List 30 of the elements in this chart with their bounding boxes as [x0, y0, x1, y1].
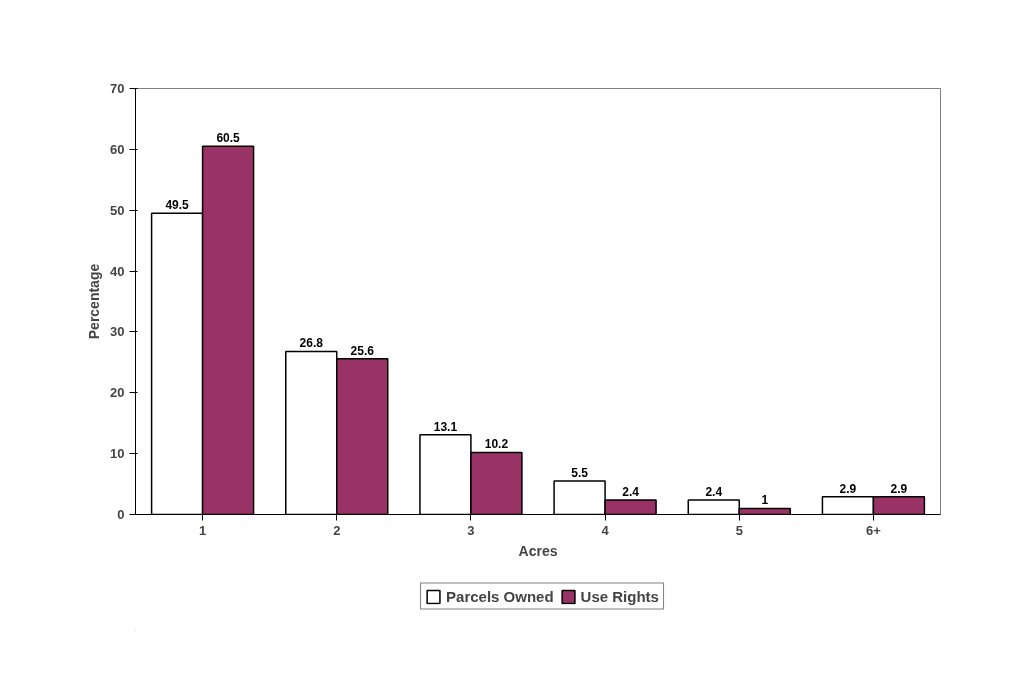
- y-tick-label: 40: [110, 263, 125, 279]
- x-tick-label: 5: [735, 522, 743, 538]
- y-tick-label: 70: [110, 81, 125, 96]
- data-label: 49.5: [165, 198, 190, 213]
- x-tick-label: 3: [467, 522, 475, 538]
- data-label: 1: [761, 493, 769, 508]
- x-tick-label: 4: [601, 522, 610, 538]
- y-tick-label: 30: [110, 324, 125, 340]
- y-tick-label: 10: [110, 446, 125, 462]
- x-axis-title: Acres: [518, 542, 558, 559]
- y-tick-label: 60: [110, 141, 125, 157]
- y-tick-label: 50: [110, 202, 125, 218]
- data-label: 10.2: [484, 437, 509, 452]
- data-label: 2.4: [705, 484, 723, 499]
- data-label: 5.5: [571, 466, 589, 481]
- data-label: 60.5: [216, 131, 241, 146]
- x-tick-label: 1: [198, 522, 207, 538]
- data-label: 2.4: [622, 484, 640, 499]
- data-label: 13.1: [433, 419, 458, 434]
- x-tick-label: 6+: [866, 522, 882, 538]
- legend-label: Parcels Owned: [446, 587, 554, 605]
- y-axis-title: Percentage: [86, 263, 103, 340]
- x-tick-label: 2: [333, 522, 341, 538]
- data-label: 26.8: [299, 336, 324, 351]
- data-label: 25.6: [350, 343, 375, 358]
- legend-label: Use Rights: [580, 587, 659, 605]
- data-label: 2.9: [890, 481, 908, 496]
- y-tick-label: 0: [117, 507, 125, 522]
- data-label: 2.9: [839, 481, 857, 496]
- y-tick-label: 20: [110, 385, 125, 401]
